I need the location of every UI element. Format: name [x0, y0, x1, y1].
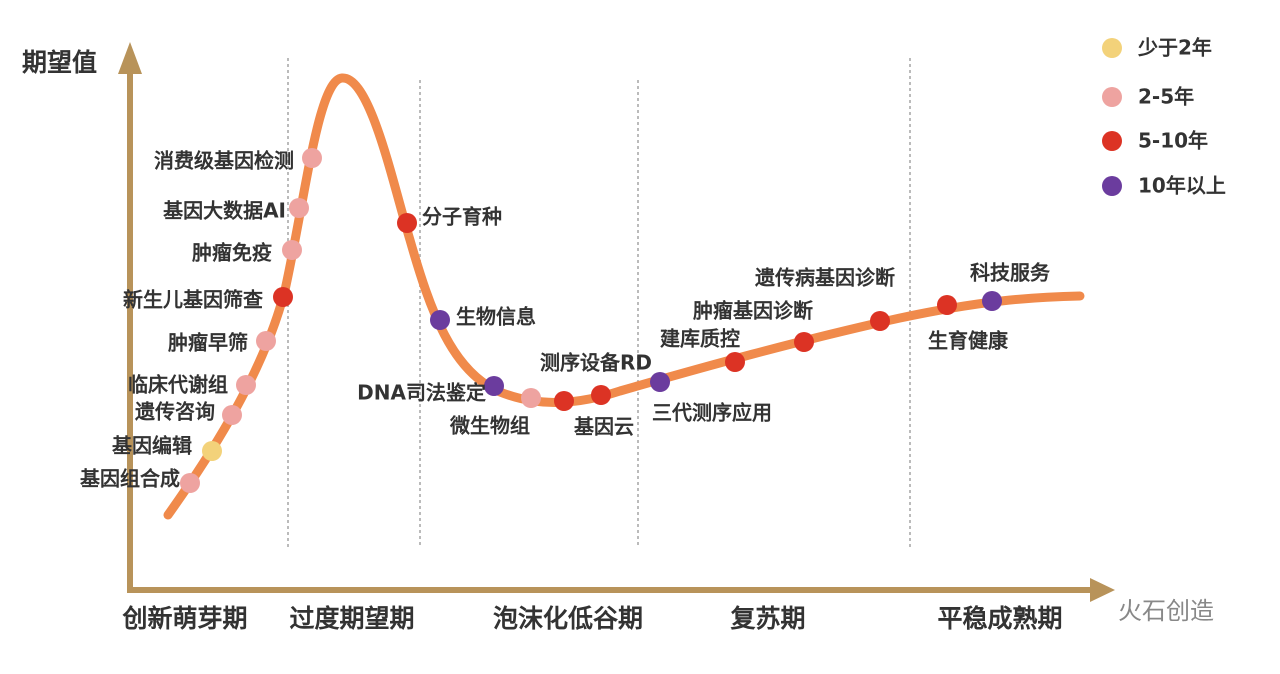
- node-dot: [430, 310, 450, 330]
- node-label: 基因编辑: [112, 434, 192, 458]
- node-dot: [794, 332, 814, 352]
- node-label: 肿瘤基因诊断: [693, 299, 813, 323]
- node-dot: [591, 385, 611, 405]
- node-label: 基因云: [574, 415, 634, 439]
- separators: [287, 58, 911, 548]
- node-dot: [180, 473, 200, 493]
- node-dot: [870, 311, 890, 331]
- node-label: 基因大数据AI: [163, 199, 286, 223]
- node-label: 生育健康: [928, 329, 1009, 353]
- node-label: 基因组合成: [80, 467, 180, 491]
- phase-label: 复苏期: [730, 604, 805, 633]
- node-label: 建库质控: [660, 327, 740, 351]
- node-dot: [484, 376, 504, 396]
- node-dot: [397, 213, 417, 233]
- node-label: 微生物组: [449, 414, 530, 438]
- node-dot: [937, 295, 957, 315]
- phase-label: 过度期望期: [289, 604, 414, 633]
- node-label: 科技服务: [970, 261, 1051, 285]
- phase-label: 泡沫化低谷期: [493, 604, 643, 633]
- node-dot: [521, 388, 541, 408]
- node-label: 临床代谢组: [128, 373, 228, 397]
- node-dot: [982, 291, 1002, 311]
- legend-dot: [1102, 87, 1122, 107]
- node-dot: [273, 287, 293, 307]
- node-label: 三代测序应用: [652, 401, 772, 425]
- node-dot: [725, 352, 745, 372]
- legend-label: 2-5年: [1138, 85, 1194, 109]
- node-dot: [202, 441, 222, 461]
- node-dot: [256, 331, 276, 351]
- legend-label: 5-10年: [1138, 129, 1208, 153]
- node-label: 消费级基因检测: [154, 149, 294, 173]
- legend-dot: [1102, 131, 1122, 151]
- node-label: 肿瘤免疫: [192, 241, 272, 265]
- node-label: 遗传病基因诊断: [754, 266, 895, 290]
- node-label: 分子育种: [422, 205, 502, 229]
- node-label: 遗传咨询: [134, 400, 215, 424]
- phase-label: 创新萌芽期: [121, 604, 247, 633]
- node-label: 肿瘤早筛: [168, 331, 248, 355]
- node-dot: [282, 240, 302, 260]
- node-dot: [650, 372, 670, 392]
- y-axis-label: 期望值: [22, 48, 97, 77]
- phase-label: 平稳成熟期: [937, 604, 1062, 633]
- node-dot: [222, 405, 242, 425]
- node-dot: [236, 375, 256, 395]
- node-dot: [289, 198, 309, 218]
- axes: [118, 42, 1115, 602]
- node-label: DNA司法鉴定: [357, 381, 486, 405]
- legend-dot: [1102, 38, 1122, 58]
- node-dot: [302, 148, 322, 168]
- node-dot: [554, 391, 574, 411]
- node-label: 测序设备RD: [540, 351, 652, 375]
- node-label: 新生儿基因筛查: [123, 288, 263, 312]
- legend-dot: [1102, 176, 1122, 196]
- node-label: 生物信息: [456, 305, 536, 329]
- legend-label: 少于2年: [1137, 36, 1212, 60]
- watermark: 火石创造: [1118, 597, 1214, 625]
- legend-label: 10年以上: [1138, 174, 1226, 198]
